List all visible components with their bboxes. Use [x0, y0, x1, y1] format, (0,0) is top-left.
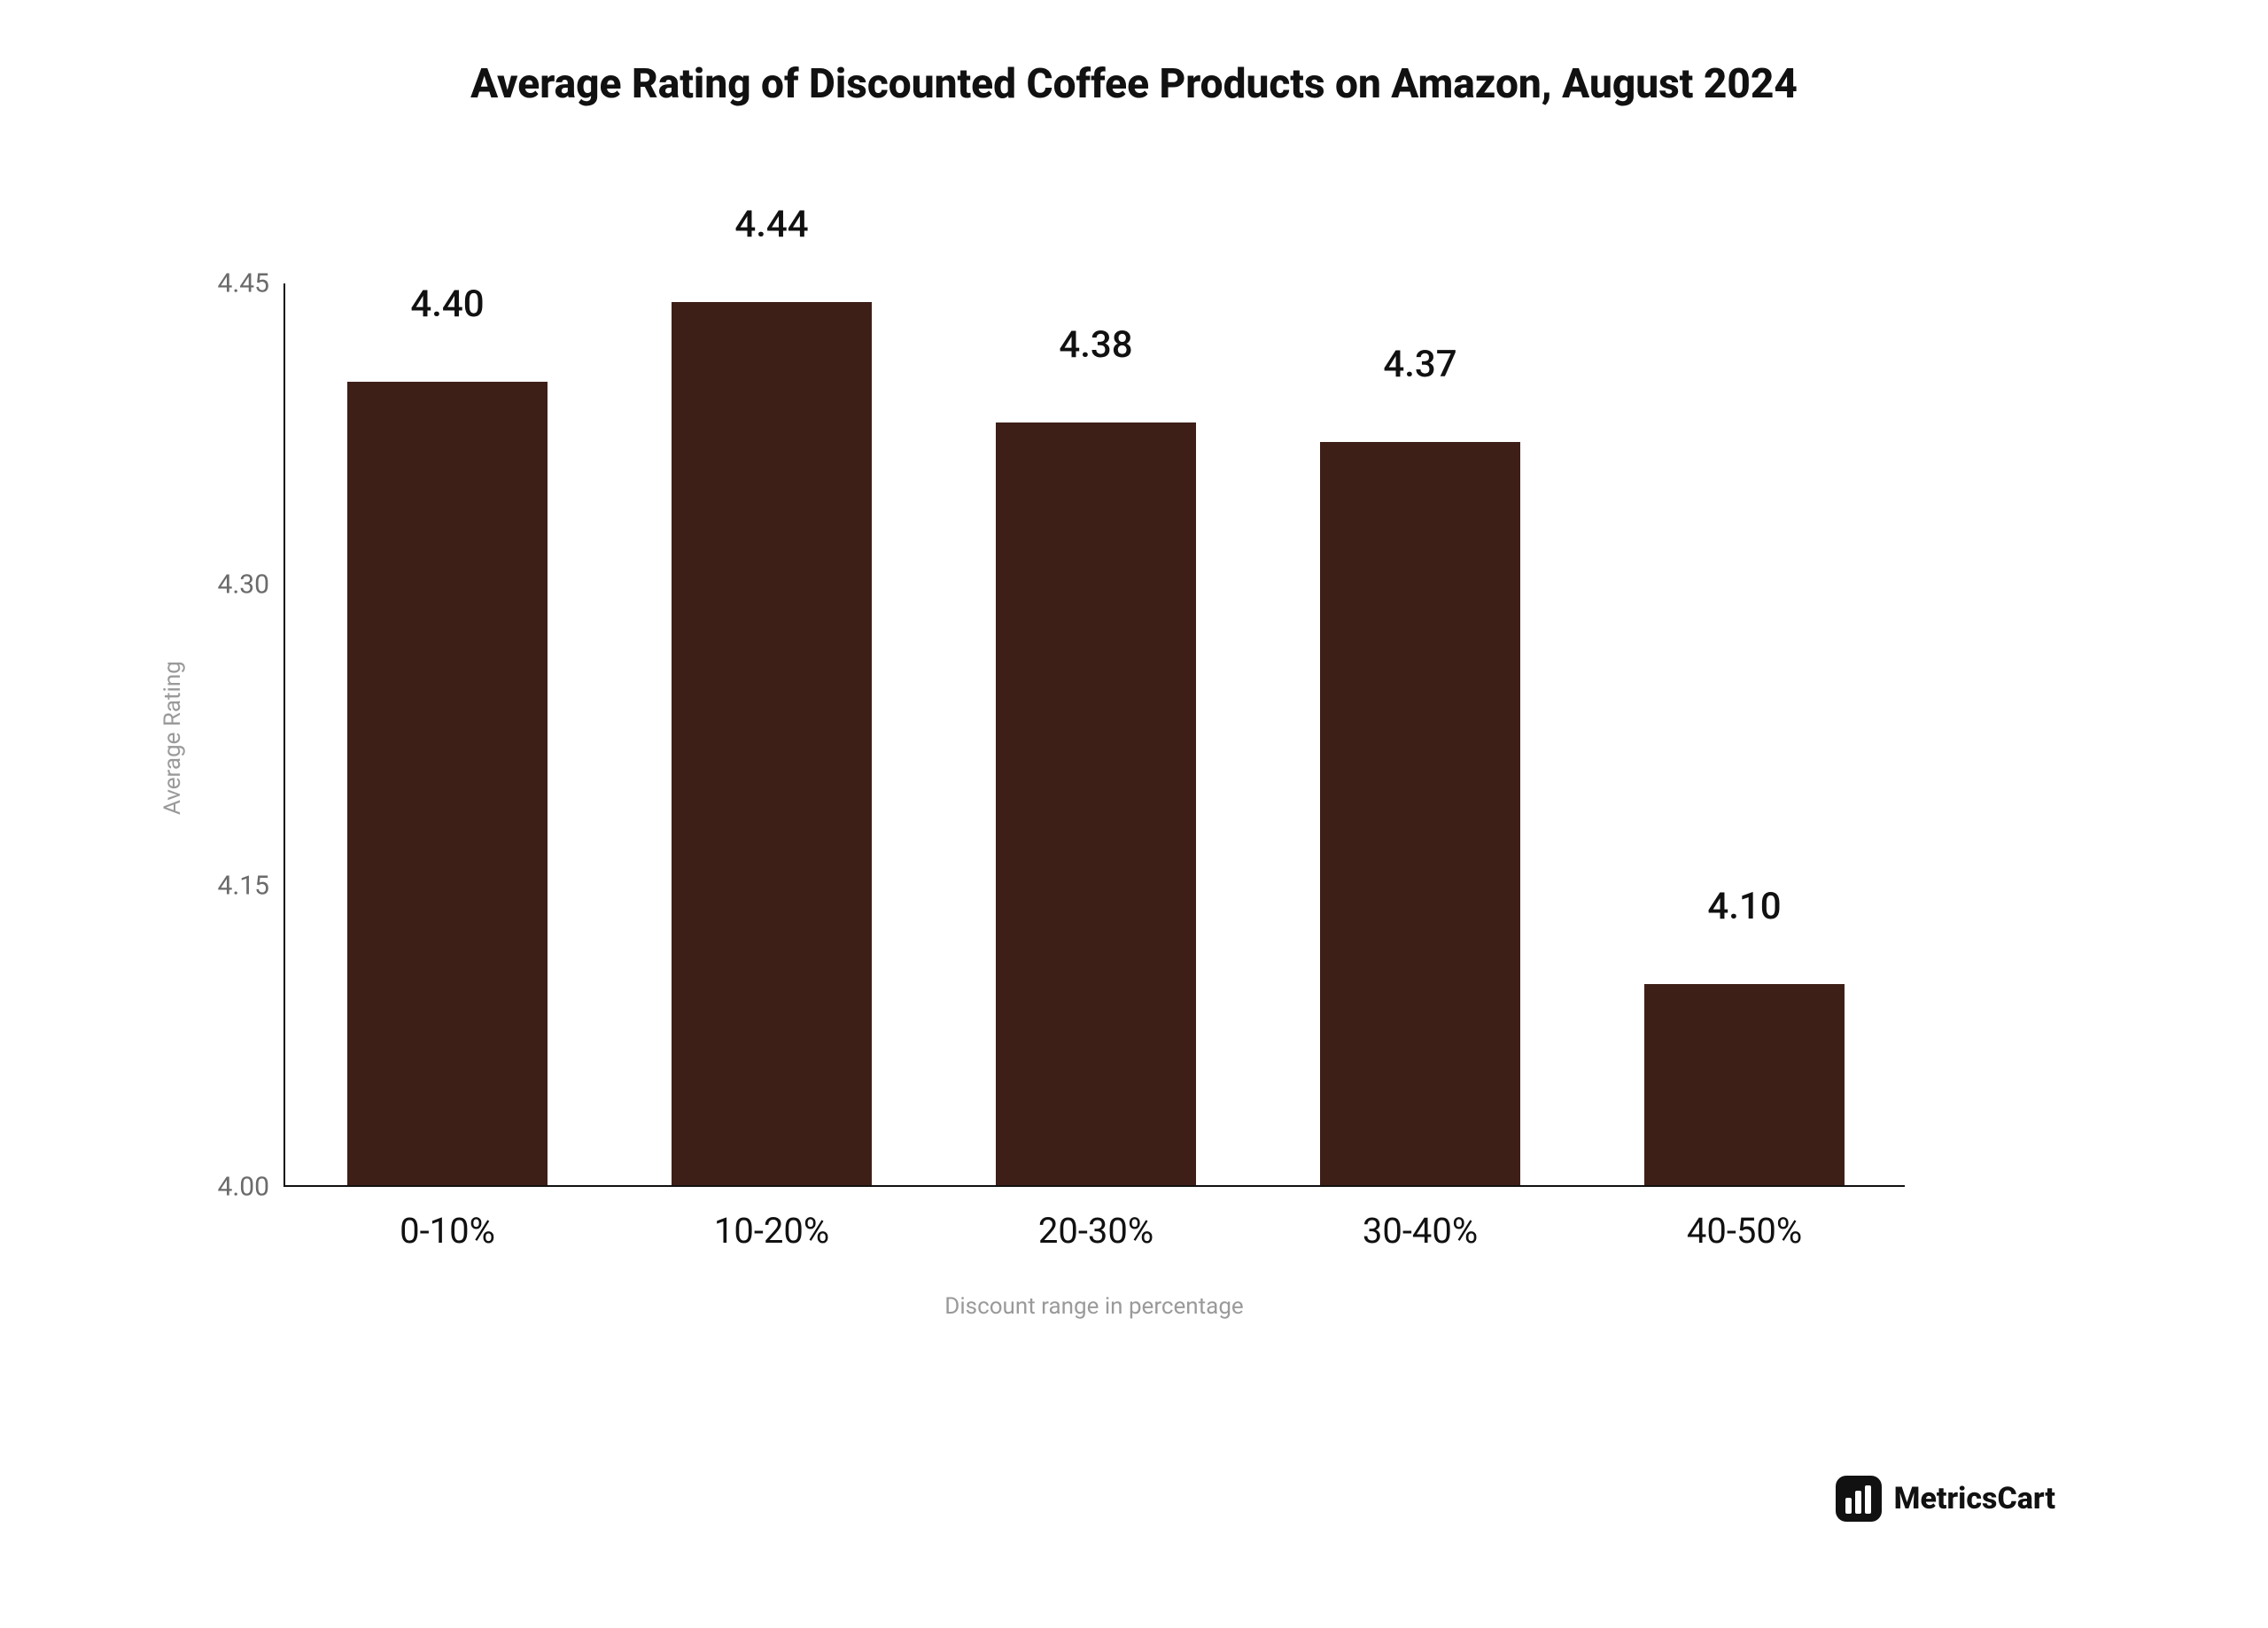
bar-value-label: 4.10 [1707, 885, 1781, 928]
y-tick-label: 4.45 [218, 268, 286, 299]
x-category-label: 0-10% [400, 1185, 495, 1252]
bar [1644, 984, 1845, 1185]
brand-logo-bar [1865, 1485, 1871, 1514]
bar [1320, 442, 1521, 1185]
brand-logo-icon [1836, 1476, 1882, 1522]
brand-logo-bar [1845, 1498, 1852, 1514]
x-category-label: 30-40% [1363, 1185, 1478, 1252]
y-axis-label: Average Rating [159, 661, 186, 815]
x-category-label: 20-30% [1038, 1185, 1153, 1252]
brand-logo-bar [1855, 1491, 1861, 1514]
plot-area: 4.004.154.304.454.400-10%4.4410-20%4.382… [284, 283, 1905, 1187]
chart-title: Average Rating of Discounted Coffee Prod… [0, 60, 2268, 108]
x-category-label: 40-50% [1687, 1185, 1802, 1252]
bar [672, 302, 873, 1185]
bar-value-label: 4.44 [734, 203, 808, 246]
y-tick-label: 4.15 [218, 871, 286, 902]
bar [996, 423, 1197, 1185]
bar-value-label: 4.40 [410, 283, 484, 326]
chart-canvas: Average Rating of Discounted Coffee Prod… [0, 0, 2268, 1628]
x-category-label: 10-20% [714, 1185, 829, 1252]
brand-badge: MetricsCart [1836, 1476, 2055, 1522]
y-tick-label: 4.00 [218, 1172, 286, 1203]
brand-name: MetricsCart [1894, 1481, 2055, 1516]
bar [347, 382, 548, 1185]
bar-value-label: 4.38 [1059, 323, 1132, 367]
y-tick-label: 4.30 [218, 570, 286, 601]
bar-value-label: 4.37 [1383, 343, 1456, 386]
x-axis-label: Discount range in percentage [284, 1293, 1905, 1320]
